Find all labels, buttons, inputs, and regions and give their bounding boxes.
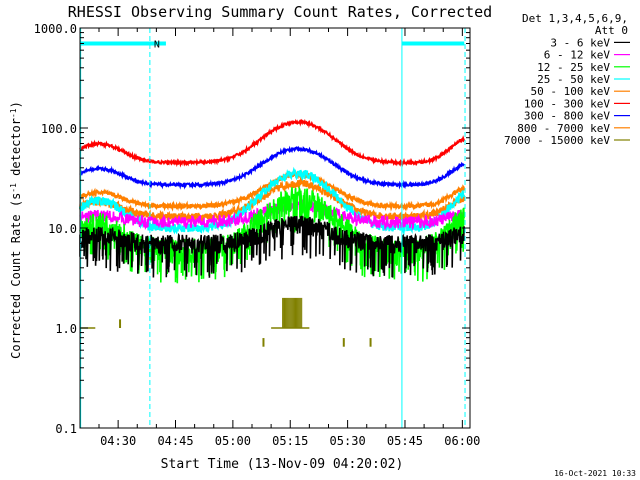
x-tick-label: 04:45 (157, 434, 193, 448)
legend-label: 300 - 800 keV (524, 110, 610, 123)
x-tick-label: 06:00 (444, 434, 480, 448)
legend-label: 7000 - 15000 keV (504, 134, 610, 147)
legend-label: 6 - 12 keV (544, 49, 611, 62)
legend-label: 12 - 25 keV (537, 61, 610, 74)
y-axis-label: Corrected Count Rate (s-1 detector-1) (9, 101, 24, 359)
chart-title: RHESSI Observing Summary Count Rates, Co… (68, 3, 492, 21)
y-label-mid: detector (9, 118, 23, 183)
legend-header: Det 1,3,4,5,6,9, (522, 12, 628, 25)
y-label-main: Corrected Count Rate (s (9, 193, 23, 359)
y-tick-label: 1.0 (55, 322, 77, 336)
legend-header: Att 0 (595, 24, 628, 37)
legend-label: 25 - 50 keV (537, 73, 610, 86)
x-tick-label: 04:30 (100, 434, 136, 448)
series-line-3-6-kev (79, 215, 465, 278)
y-tick-label: 100.0 (41, 122, 77, 136)
legend-label: 3 - 6 keV (550, 36, 610, 49)
y-tick-label: 1000.0 (34, 22, 77, 36)
legend-label: 50 - 100 keV (531, 85, 611, 98)
x-tick-label: 05:45 (387, 434, 423, 448)
generated-timestamp: 16-Oct-2021 10:33 (554, 469, 636, 478)
legend-label: 800 - 7000 keV (517, 122, 610, 135)
y-tick-label: 0.1 (55, 422, 77, 436)
x-axis-label: Start Time (13-Nov-09 04:20:02) (161, 457, 404, 472)
series-line-300-800-kev (79, 145, 465, 190)
night-label: N (154, 39, 160, 50)
y-label-end: ) (9, 101, 23, 108)
x-tick-label: 05:30 (330, 434, 366, 448)
x-tick-label: 05:15 (272, 434, 308, 448)
x-tick-label: 05:00 (215, 434, 251, 448)
y-label-exp2: -1 (9, 108, 18, 118)
legend-label: 100 - 300 keV (524, 97, 610, 110)
axes: 0.1 1.0 10.0 100.0 1000.0 04:30 04:45 05:00 05:1… (34, 22, 481, 448)
series-line-100-300-kev (79, 118, 465, 168)
y-tick-label: 10.0 (48, 222, 77, 236)
series-line-50-100-kev (79, 176, 466, 224)
y-label-exp1: -1 (9, 183, 18, 193)
